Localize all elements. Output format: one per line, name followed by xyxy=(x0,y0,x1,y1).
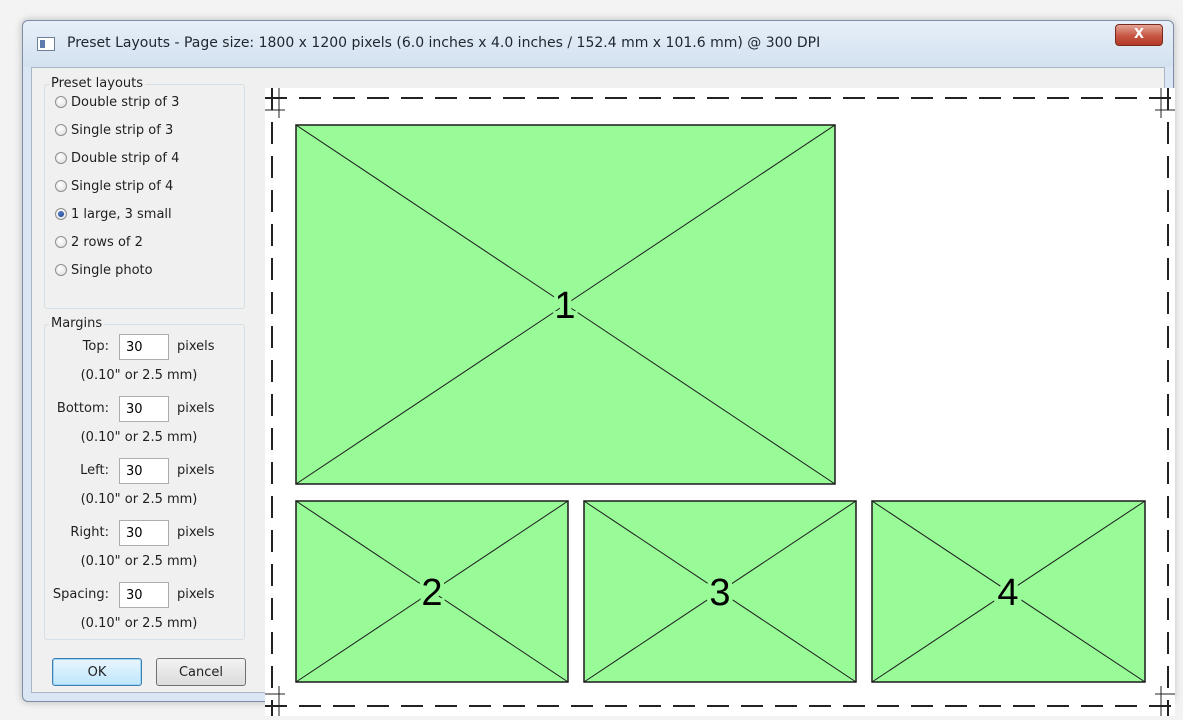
photo-slot-2[interactable]: 2 xyxy=(295,500,569,683)
margin-left-unit: pixels xyxy=(177,463,215,478)
layout-preview-canvas: 1 2 3 xyxy=(265,88,1175,716)
radio-label: Single photo xyxy=(71,262,153,278)
margin-top-conversion: (0.10" or 2.5 mm) xyxy=(80,368,198,383)
radio-button-icon[interactable] xyxy=(55,264,67,276)
preset-layouts-title: Preset layouts xyxy=(49,76,146,91)
cancel-button[interactable]: Cancel xyxy=(156,658,246,686)
margin-bottom-conversion: (0.10" or 2.5 mm) xyxy=(80,430,198,445)
spacing-input[interactable] xyxy=(119,582,169,608)
radio-button-icon[interactable] xyxy=(55,124,67,136)
radio-button-icon[interactable] xyxy=(55,236,67,248)
title-bar[interactable]: Preset Layouts - Page size: 1800 x 1200 … xyxy=(23,21,1173,67)
margin-bottom-input[interactable] xyxy=(119,396,169,422)
radio-double-strip-of-4[interactable]: Double strip of 4 xyxy=(55,148,179,168)
radio-1-large-3-small[interactable]: 1 large, 3 small xyxy=(55,204,172,224)
margin-bottom-label: Bottom: xyxy=(56,401,109,416)
placeholder-cross-line xyxy=(583,500,857,683)
radio-2-rows-of-2[interactable]: 2 rows of 2 xyxy=(55,232,143,252)
radio-button-selected-icon[interactable] xyxy=(55,208,67,220)
ok-button[interactable]: OK xyxy=(52,658,142,686)
margin-bottom-unit: pixels xyxy=(177,401,215,416)
spacing-conversion: (0.10" or 2.5 mm) xyxy=(80,616,198,631)
photo-slot-4[interactable]: 4 xyxy=(871,500,1146,683)
close-button[interactable]: X xyxy=(1115,24,1163,46)
dialog-body: Preset layouts Double strip of 3 Single … xyxy=(31,67,1175,716)
placeholder-cross-line xyxy=(295,500,569,683)
margin-right-label: Right: xyxy=(70,525,109,540)
margin-top-unit: pixels xyxy=(177,339,215,354)
app-icon xyxy=(37,37,55,51)
margin-top-input[interactable] xyxy=(119,334,169,360)
margins-title: Margins xyxy=(49,316,105,331)
margin-top-label: Top: xyxy=(82,339,109,354)
layout-preview: 1 2 3 xyxy=(265,88,1175,716)
spacing-label: Spacing: xyxy=(52,587,109,602)
photo-slot-3-number: 3 xyxy=(709,572,730,614)
margin-left-conversion: (0.10" or 2.5 mm) xyxy=(80,492,198,507)
margin-right-conversion: (0.10" or 2.5 mm) xyxy=(80,554,198,569)
margin-right-input[interactable] xyxy=(119,520,169,546)
margin-left-input[interactable] xyxy=(119,458,169,484)
radio-label: 2 rows of 2 xyxy=(71,234,143,250)
photo-slot-4-number: 4 xyxy=(997,572,1018,614)
photo-slot-1[interactable]: 1 xyxy=(295,124,836,485)
radio-single-strip-of-4[interactable]: Single strip of 4 xyxy=(55,176,173,196)
photo-slot-1-number: 1 xyxy=(554,285,575,327)
radio-label: 1 large, 3 small xyxy=(71,206,172,222)
margins-group: Margins Top: pixels (0.10" or 2.5 mm) Bo… xyxy=(44,316,245,640)
photo-slot-3[interactable]: 3 xyxy=(583,500,857,683)
radio-label: Double strip of 4 xyxy=(71,150,180,166)
radio-button-icon[interactable] xyxy=(55,152,67,164)
radio-label: Double strip of 3 xyxy=(71,94,180,110)
placeholder-cross-line xyxy=(871,500,1146,683)
spacing-unit: pixels xyxy=(177,587,215,602)
window-title: Preset Layouts - Page size: 1800 x 1200 … xyxy=(67,35,821,51)
radio-single-strip-of-3[interactable]: Single strip of 3 xyxy=(55,120,173,140)
preset-layouts-dialog: Preset Layouts - Page size: 1800 x 1200 … xyxy=(22,20,1175,716)
placeholder-cross-line xyxy=(295,124,836,485)
margin-left-label: Left: xyxy=(80,463,109,478)
radio-button-icon[interactable] xyxy=(55,96,67,108)
preset-layouts-group: Preset layouts Double strip of 3 Single … xyxy=(44,76,245,309)
margin-right-unit: pixels xyxy=(177,525,215,540)
radio-single-photo[interactable]: Single photo xyxy=(55,260,153,280)
radio-label: Single strip of 3 xyxy=(71,122,174,138)
photo-slot-2-number: 2 xyxy=(421,572,442,614)
radio-double-strip-of-3[interactable]: Double strip of 3 xyxy=(55,92,179,112)
radio-button-icon[interactable] xyxy=(55,180,67,192)
radio-label: Single strip of 4 xyxy=(71,178,174,194)
